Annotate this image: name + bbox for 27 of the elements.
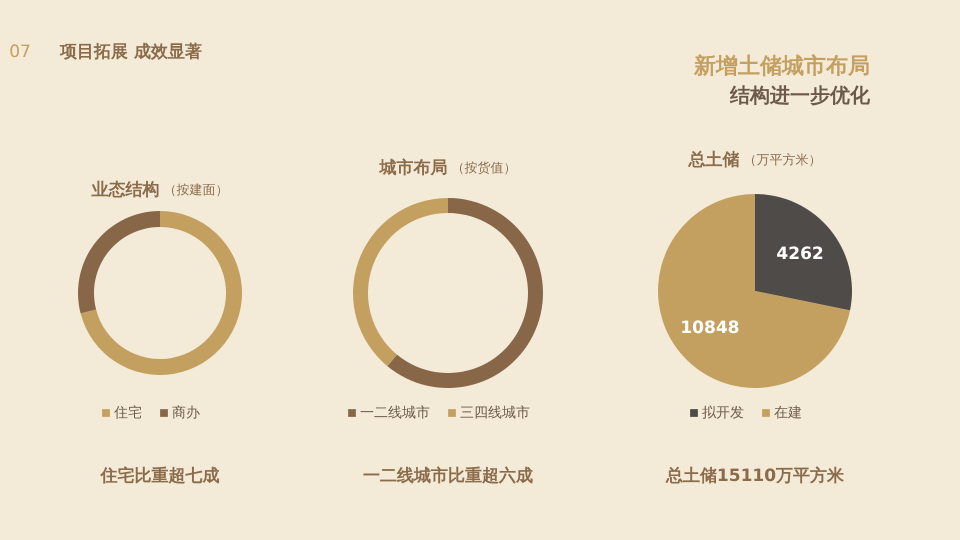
donut-slice [353, 198, 448, 366]
chart-subtitle: （按货值） [452, 161, 516, 176]
pie-slice [658, 194, 850, 388]
data-label: 4262 [776, 244, 824, 264]
text: 新增土储城市布局 [693, 53, 870, 79]
chart-subtitle: （万平方米） [744, 152, 822, 168]
donut-slice [80, 211, 242, 375]
chart-title: 总土储 [688, 150, 740, 170]
donut-slice [78, 211, 160, 314]
data-label: 10848 [680, 318, 740, 338]
legend-label: 住宅 [113, 405, 142, 421]
chart-subtitle: （按建面） [164, 183, 228, 198]
text: 结构进一步优化 [729, 83, 871, 107]
pie-slice [755, 194, 852, 310]
text: 项目拓展 成效显著 [59, 42, 202, 62]
legend-label: 一二线城市 [360, 405, 430, 421]
text: 住宅比重超七成 [100, 466, 220, 486]
text: 一二线城市比重超六成 [363, 466, 533, 486]
donut-slice [387, 198, 543, 388]
text: 总土储15110万平方米 [664, 466, 846, 486]
chart-title: 城市布局 [378, 158, 448, 178]
chart-title: 业态结构 [90, 180, 160, 200]
legend-label: 在建 [774, 405, 802, 421]
text: 07 [9, 42, 31, 62]
legend-label: 商办 [172, 405, 200, 421]
legend-label: 三四线城市 [460, 405, 530, 421]
legend-label: 拟开发 [702, 405, 744, 421]
